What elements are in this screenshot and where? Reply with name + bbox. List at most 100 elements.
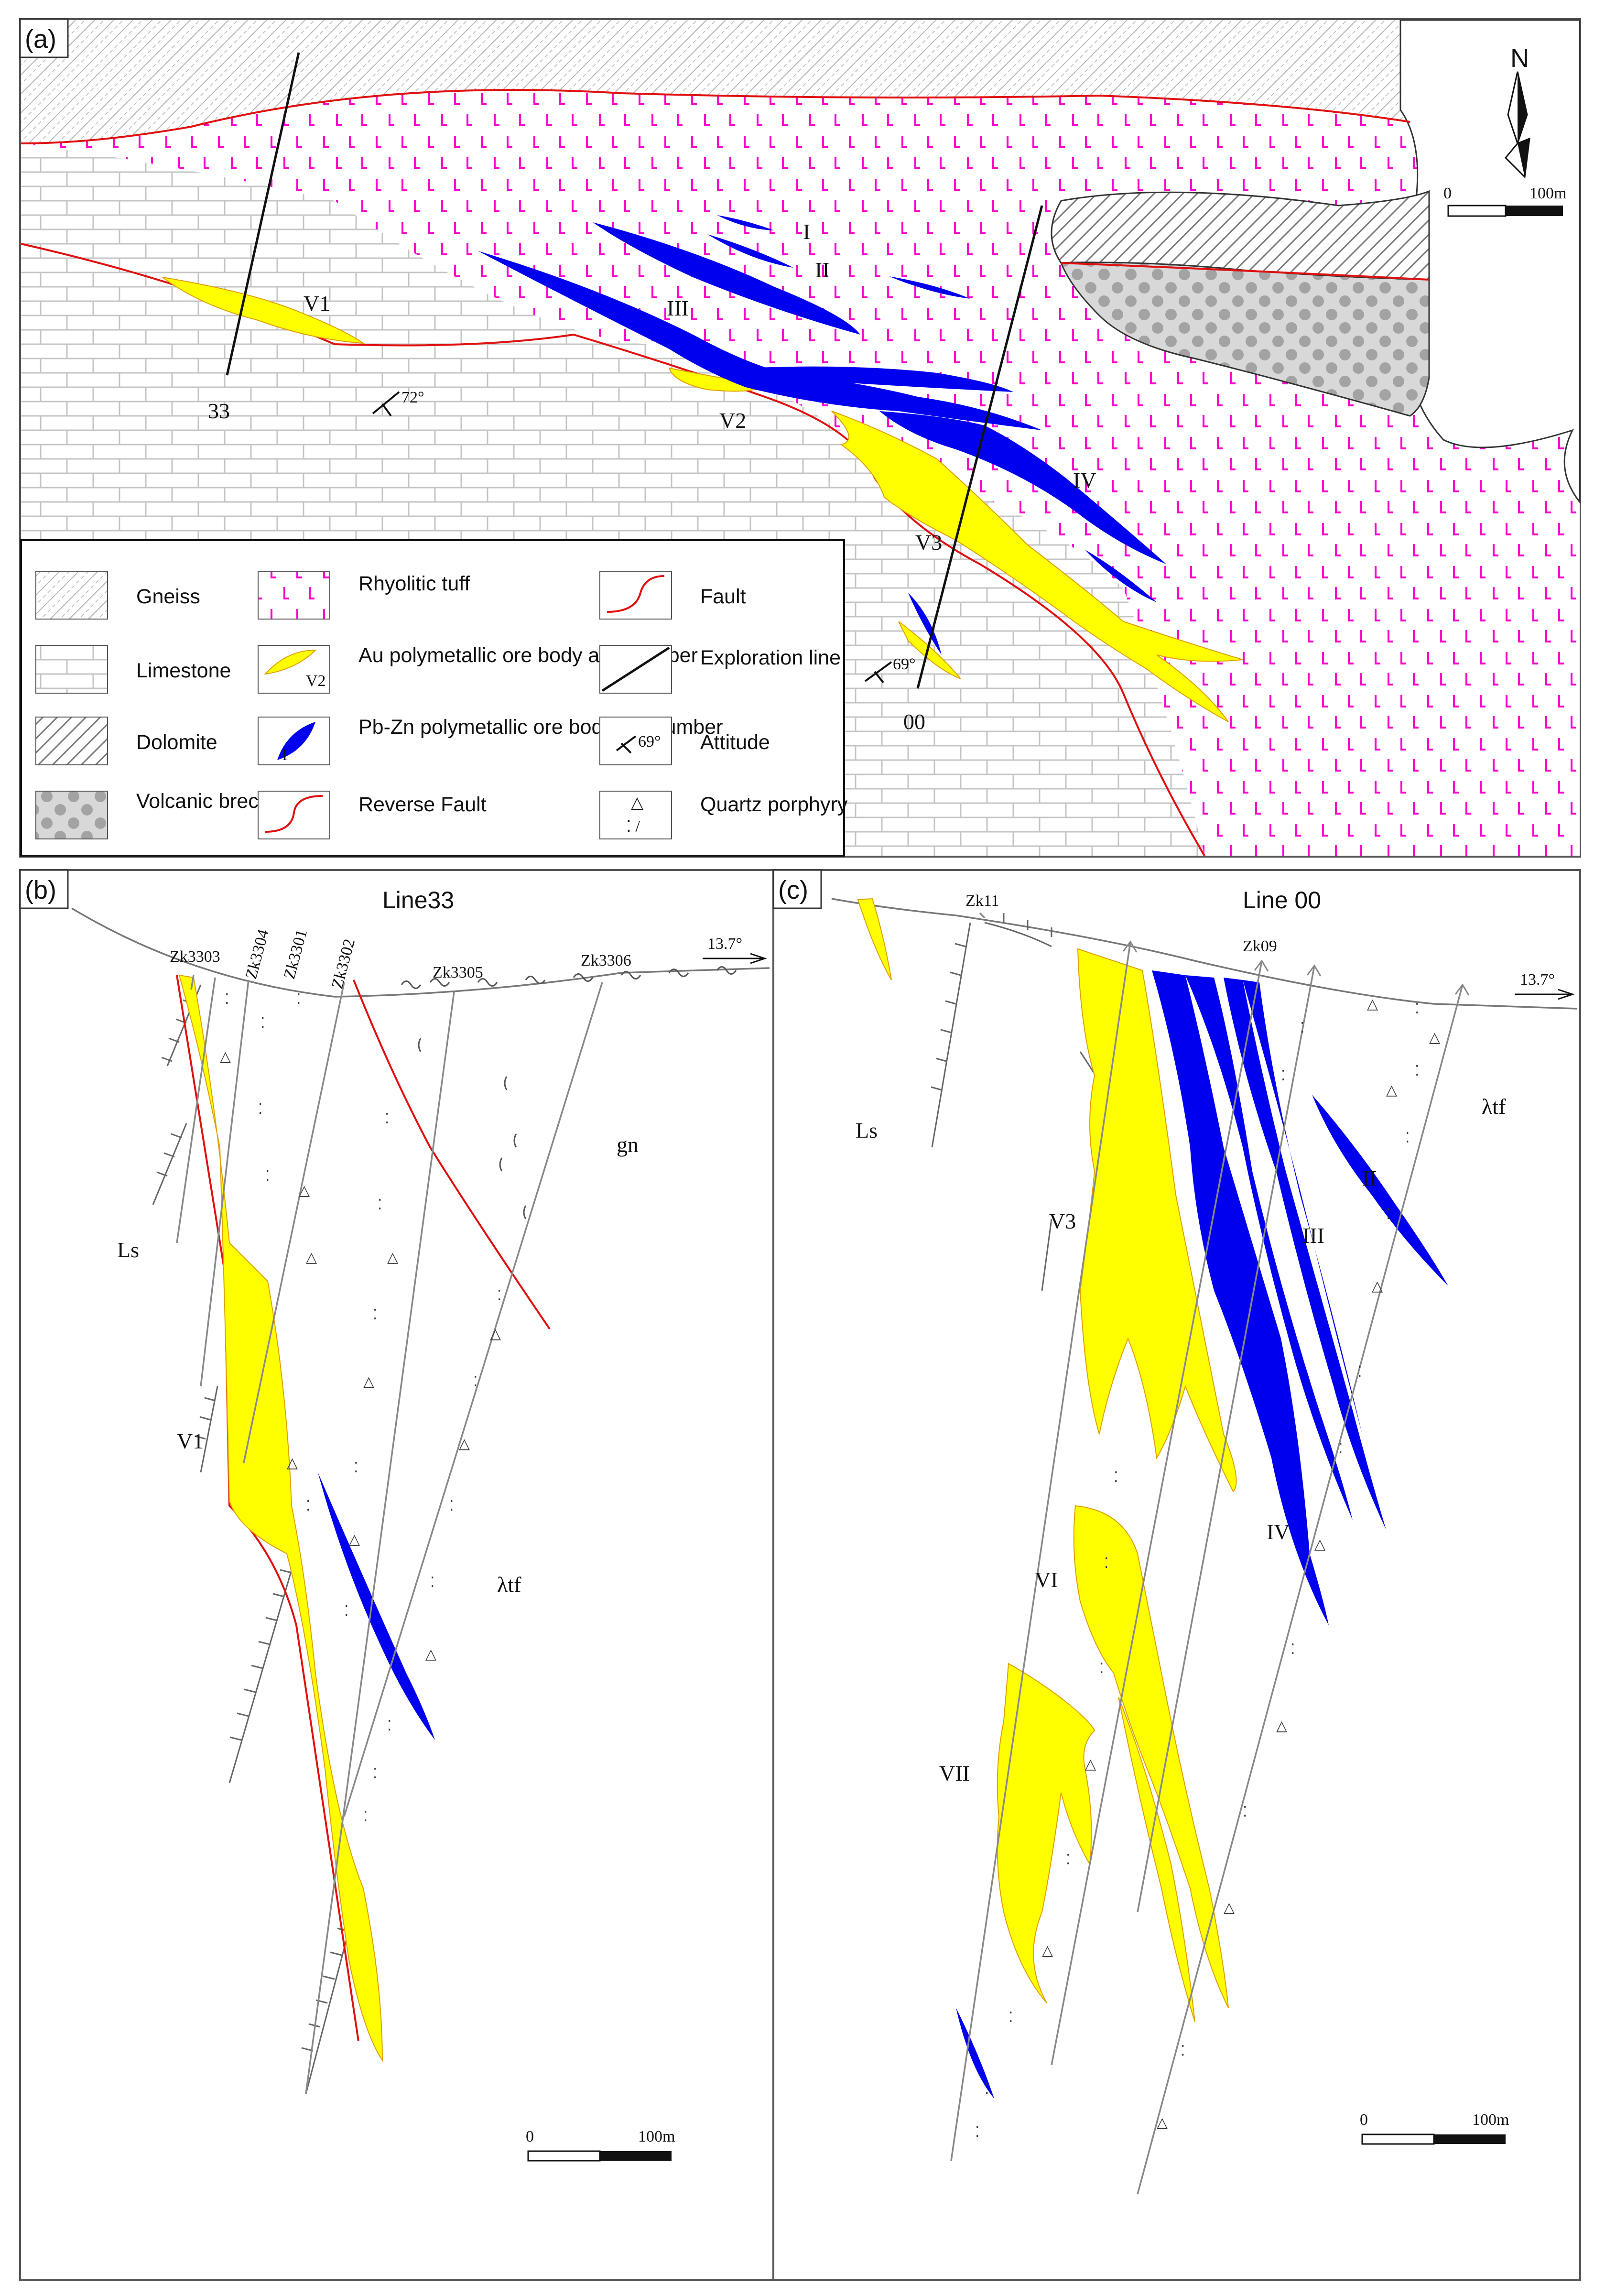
exploration-line-33-label: 33 xyxy=(208,399,230,423)
legend-label-attitude: Attitude xyxy=(700,731,770,754)
svg-text:△: △ xyxy=(363,1373,374,1390)
ore-label-v1: V1 xyxy=(304,291,330,316)
limestone-symbols xyxy=(152,984,355,2094)
quartz-porphyry-symbols: ⁚ △ ⁚ ⁚ ⁚ ⁚ △ △ ⁚ ⁚ △ ⁚ △ ⁚ △ ⁚ ⁚ △ ⁚ △ ⁚ ⁚ △ ⁚ ⁚ ⁚ ⁚ △ xyxy=(220,991,502,1825)
attitude-symbol: 69° xyxy=(864,655,916,684)
legend-swatch-tuff xyxy=(258,571,330,620)
drill-hole-zk3302 xyxy=(243,982,345,1463)
legend-pb-shape xyxy=(277,722,315,760)
panel-c: (c) Line 00 13.7° xyxy=(772,869,1581,2281)
ore-label-i: I xyxy=(803,219,810,244)
ore-label-v3: V3 xyxy=(915,530,942,555)
drill-hole-zk3301 xyxy=(200,979,249,1387)
ore-label-ii: II xyxy=(1362,1166,1377,1190)
borehole-label-zk3303: Zk3303 xyxy=(170,948,220,966)
svg-text:13.7°: 13.7° xyxy=(1520,971,1555,989)
drill-hole-zk09 xyxy=(1051,960,1263,2066)
direction-arrow-icon xyxy=(1515,989,1575,1000)
svg-text:0: 0 xyxy=(526,2128,534,2145)
legend-label-dolomite: Dolomite xyxy=(136,731,217,754)
legend: Gneiss Rhyolitic tuff Fault Limestone V2… xyxy=(20,539,848,857)
svg-text:⁚: ⁚ xyxy=(1099,1660,1104,1677)
ore-label-v2: V2 xyxy=(719,408,746,433)
pb-ore-iii xyxy=(1185,975,1353,1520)
svg-text:△: △ xyxy=(1367,996,1378,1012)
panel-c-title: Line 00 xyxy=(1243,887,1321,914)
svg-text:⁚: ⁚ xyxy=(1291,1641,1295,1658)
svg-text:⁚: ⁚ xyxy=(430,1574,435,1591)
svg-text:⁚ /: ⁚ / xyxy=(626,818,640,836)
svg-text:⁚: ⁚ xyxy=(344,1603,349,1620)
panel-b-title: Line33 xyxy=(382,887,454,914)
pb-ore-ii-b xyxy=(889,276,970,299)
borehole-label-zk3305: Zk3305 xyxy=(433,964,483,981)
pb-ore-body xyxy=(318,1472,435,1740)
legend-label-fault: Fault xyxy=(700,585,746,608)
borehole-label-zk3301: Zk3301 xyxy=(281,927,311,981)
ore-label-iii: III xyxy=(667,296,689,320)
svg-text:△: △ xyxy=(1429,1029,1440,1046)
ore-label-iv: IV xyxy=(1073,468,1096,492)
ore-label-vii: VII xyxy=(939,1761,970,1785)
borehole-label-zk3306: Zk3306 xyxy=(581,952,631,969)
svg-text:⁚: ⁚ xyxy=(1415,1001,1420,1017)
svg-text:⁚: ⁚ xyxy=(385,1110,390,1127)
legend-swatch-breccia xyxy=(35,791,108,839)
svg-text:N: N xyxy=(1510,44,1529,73)
svg-text:100m: 100m xyxy=(638,2128,675,2145)
exploration-line-00 xyxy=(916,205,1043,689)
svg-text:△: △ xyxy=(387,1249,398,1266)
scale-bar-c: 0 100m xyxy=(1360,2111,1509,2145)
svg-text:△: △ xyxy=(287,1455,298,1471)
svg-text:△: △ xyxy=(490,1326,501,1342)
svg-text:⁚: ⁚ xyxy=(449,1498,454,1514)
drill-hole xyxy=(1137,984,1464,2195)
svg-text:△: △ xyxy=(220,1048,231,1065)
svg-text:0: 0 xyxy=(1443,185,1452,202)
svg-text:⁚: ⁚ xyxy=(1009,2009,1013,2026)
ore-label-iv: IV xyxy=(1267,1520,1290,1544)
svg-text:⁚: ⁚ xyxy=(373,1765,378,1782)
legend-swatch-limestone xyxy=(35,645,108,694)
surface-line xyxy=(831,898,1578,1010)
svg-text:△: △ xyxy=(1386,1082,1397,1099)
fault-line xyxy=(1061,262,1430,281)
borehole-label-zk3304: Zk3304 xyxy=(242,927,272,981)
panel-b: (b) Line33 13.7° xyxy=(19,869,774,2281)
drill-hole-arrows xyxy=(1122,940,1470,996)
svg-text:69°: 69° xyxy=(638,733,661,751)
fault-line xyxy=(21,89,1410,144)
au-ore-small xyxy=(898,621,961,679)
pb-ore-ii xyxy=(593,222,860,335)
svg-text:⁚: ⁚ xyxy=(265,1168,270,1185)
au-ore-v1 xyxy=(178,974,383,2062)
au-ore-v1 xyxy=(162,277,365,344)
pb-ore-small xyxy=(1085,550,1157,602)
unit-label-ls: Ls xyxy=(856,1118,878,1143)
drill-hole-zk3303 xyxy=(190,975,195,990)
svg-text:⁚: ⁚ xyxy=(1181,2043,1185,2059)
pb-ore-small xyxy=(908,593,942,655)
legend-label-porphyry: Quartz porphyry xyxy=(700,793,848,816)
panel-c-tag-box xyxy=(772,869,822,909)
pb-ore-iv xyxy=(1152,970,1329,1625)
drill-hole xyxy=(950,941,1131,2161)
au-ore-vi xyxy=(1073,1505,1229,2008)
drill-hole-zk11 xyxy=(979,912,986,919)
svg-text:⁚: ⁚ xyxy=(473,1373,478,1390)
pb-ore-i xyxy=(717,215,774,230)
ore-label-ii: II xyxy=(815,258,830,282)
svg-text:△: △ xyxy=(1042,1942,1053,1959)
pb-ore-i-b xyxy=(707,234,793,268)
svg-text:⁚: ⁚ xyxy=(378,1197,382,1213)
attitude-symbol: 72° xyxy=(372,389,424,417)
svg-text:⁚: ⁚ xyxy=(225,991,229,1008)
unit-label-ltf: λtf xyxy=(1482,1094,1506,1119)
pb-ore-iv xyxy=(879,411,1166,564)
legend-label-gneiss: Gneiss xyxy=(136,585,200,608)
legend-label-tuff: Rhyolitic tuff xyxy=(358,572,470,595)
legend-swatch-gneiss xyxy=(35,571,108,620)
svg-text:⁚: ⁚ xyxy=(373,1306,378,1323)
svg-text:△: △ xyxy=(425,1646,436,1663)
